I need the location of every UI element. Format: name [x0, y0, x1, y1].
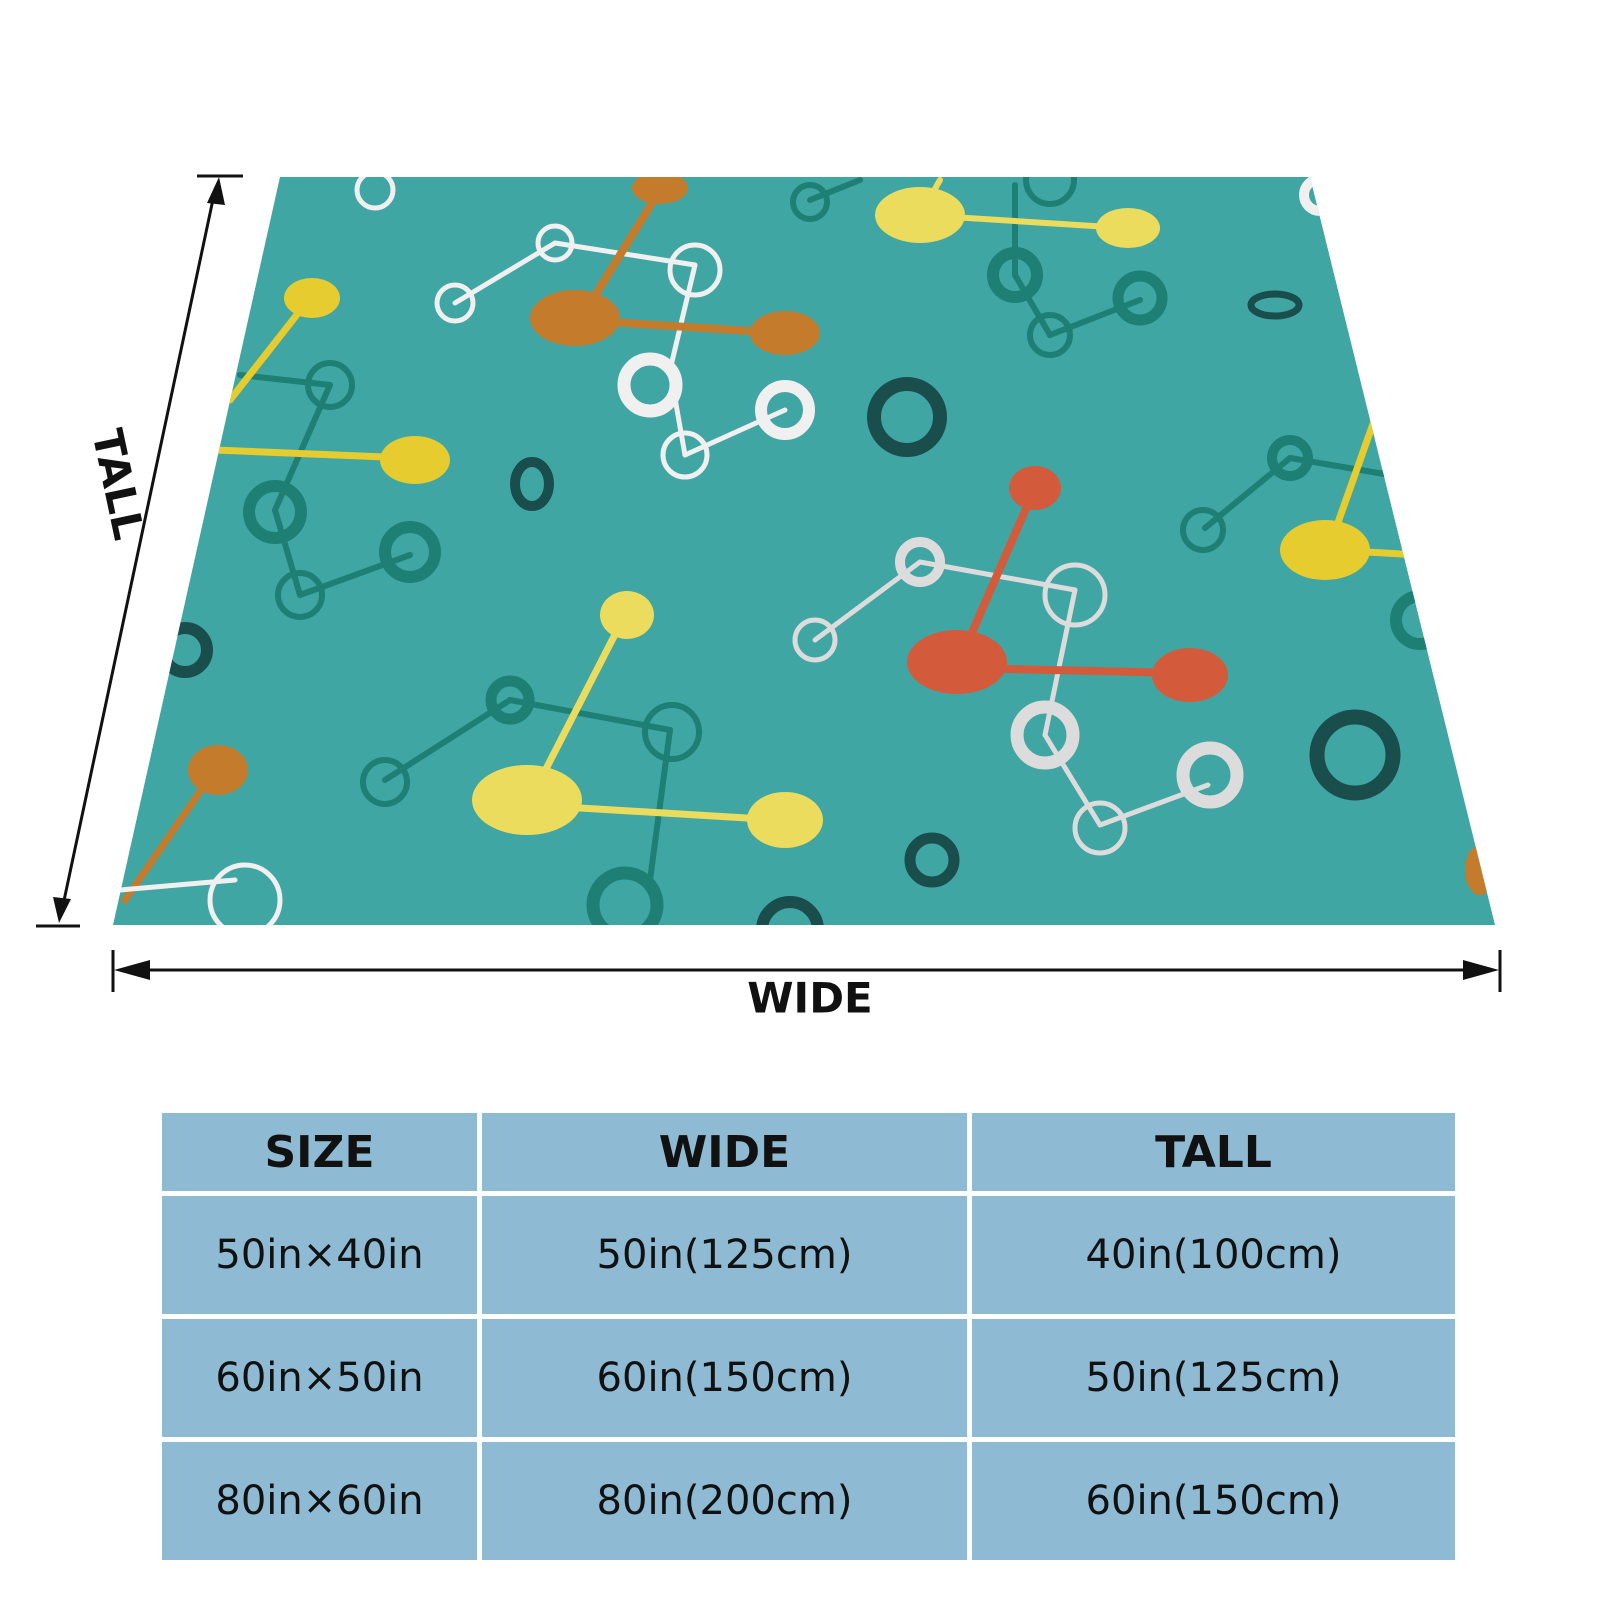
- table-cell: 50in(125cm): [972, 1319, 1455, 1437]
- table-cell: 50in×40in: [162, 1196, 477, 1314]
- molecule-pattern: [117, 177, 1495, 925]
- table-cell: 40in(100cm): [972, 1196, 1455, 1314]
- size-table: SIZE WIDE TALL 50in×40in 50in(125cm) 40i…: [162, 1113, 1455, 1560]
- table-cell: 60in(150cm): [972, 1442, 1455, 1560]
- width-label: WIDE: [747, 974, 873, 1023]
- header-cell: WIDE: [482, 1113, 967, 1191]
- height-label: TALL: [82, 425, 153, 544]
- table-cell: 80in×60in: [162, 1442, 477, 1560]
- table-cell: 60in(150cm): [482, 1319, 967, 1437]
- header-cell: SIZE: [162, 1113, 477, 1191]
- blanket: [113, 177, 1495, 925]
- table-cell: 50in(125cm): [482, 1196, 967, 1314]
- blanket-illustration: TALL WIDE: [36, 174, 1502, 1023]
- table-cell: 80in(200cm): [482, 1442, 967, 1560]
- header-cell: TALL: [972, 1113, 1455, 1191]
- table-cell: 60in×50in: [162, 1319, 477, 1437]
- dimension-arrows: [36, 174, 1502, 992]
